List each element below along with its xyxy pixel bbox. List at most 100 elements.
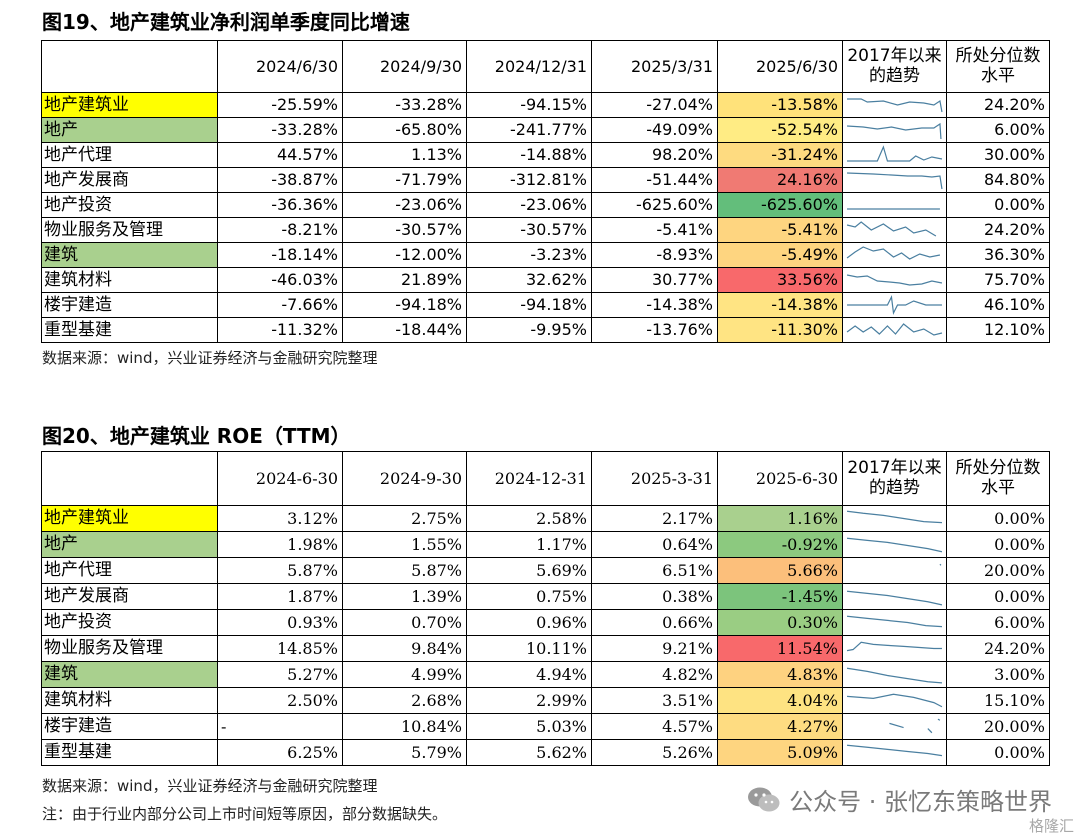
latest-value-cell: -14.38% [717, 292, 843, 318]
value-cell: -46.03% [217, 267, 343, 293]
value-cell: 98.20% [591, 142, 718, 168]
corner-logo: 格隆汇 [1028, 817, 1074, 835]
trend-sparkline [842, 117, 947, 143]
latest-value-cell: 4.04% [717, 687, 843, 714]
table-row: 建筑材料 -46.03% 21.89% 32.62% 30.77% 33.56% 75.70… [41, 267, 1050, 293]
trend-sparkline [842, 242, 947, 268]
row-label: 地产发展商 [41, 167, 218, 193]
value-cell: -94.15% [466, 92, 592, 118]
table-row: 地产代理 5.87% 5.87% 5.69% 6.51% 5.66% 20.00% [41, 557, 1050, 584]
row-label: 建筑材料 [41, 687, 218, 714]
sparkline-chart [846, 744, 943, 757]
value-cell: 10.84% [342, 713, 467, 740]
table-row: 地产发展商 -38.87% -71.79% -312.81% -51.44% 24.16%… [41, 167, 1050, 193]
value-cell: -12.00% [342, 242, 467, 268]
table-row: 物业服务及管理 14.85% 9.84% 10.11% 9.21% 11.54% 24.20… [41, 635, 1050, 662]
latest-value-cell: -11.30% [717, 317, 843, 343]
percentile-cell: 36.30% [946, 242, 1050, 268]
value-cell: -241.77% [466, 117, 592, 143]
value-cell: -7.66% [217, 292, 343, 318]
trend-sparkline [842, 635, 947, 662]
source-note: 数据来源：wind，兴业证券经济与金融研究院整理 [42, 349, 378, 367]
value-cell: 30.77% [591, 267, 718, 293]
percentile-cell: 0.00% [946, 192, 1050, 218]
sparkline-chart [847, 98, 943, 113]
value-cell: -51.44% [591, 167, 718, 193]
latest-value-cell: 4.27% [717, 713, 843, 740]
value-cell: -49.09% [591, 117, 718, 143]
column-header: 2024-12-31 [466, 451, 592, 506]
column-header: 2025-3-31 [591, 451, 718, 506]
trend-sparkline [842, 142, 947, 168]
sparkline-chart [846, 590, 943, 606]
sparkline-chart [847, 145, 943, 162]
trend-sparkline [842, 217, 947, 243]
percentile-cell: 0.00% [946, 583, 1050, 610]
value-cell: 2.68% [342, 687, 467, 714]
column-header: 2024-9-30 [342, 451, 467, 506]
table-row: 地产投资 -36.36% -23.06% -23.06% -625.60% -625.60… [41, 192, 1050, 218]
value-cell: 2.17% [591, 505, 718, 532]
value-cell: 4.99% [342, 661, 467, 688]
latest-value-cell: 5.09% [717, 739, 843, 766]
trend-sparkline [842, 687, 947, 714]
sparkline-chart [846, 667, 943, 684]
table-row: 建筑 -18.14% -12.00% -3.23% -8.93% -5.49% 36.30% [41, 242, 1050, 268]
value-cell: -30.57% [466, 217, 592, 243]
value-cell: -65.80% [342, 117, 467, 143]
column-header: 2025/6/30 [717, 40, 843, 93]
percentile-cell: 12.10% [946, 317, 1050, 343]
value-cell: 14.85% [217, 635, 343, 662]
trend-sparkline [842, 192, 947, 218]
value-cell: 5.03% [466, 713, 592, 740]
row-label: 地产建筑业 [41, 92, 218, 118]
value-cell: -8.21% [217, 217, 343, 243]
value-cell: 1.87% [217, 583, 343, 610]
row-label: 物业服务及管理 [41, 635, 218, 662]
value-cell: 0.93% [217, 609, 343, 636]
sparkline-chart [847, 294, 942, 316]
row-label: 地产投资 [41, 609, 218, 636]
sparkline-chart [889, 718, 941, 734]
sparkline-chart [846, 221, 937, 237]
trend-sparkline [842, 317, 947, 343]
percentile-header: 所处分位数水平 [946, 40, 1050, 93]
value-cell: -625.60% [591, 192, 718, 218]
column-header: 2025-6-30 [717, 451, 843, 506]
latest-value-cell: 1.16% [717, 505, 843, 532]
value-cell: -3.23% [466, 242, 592, 268]
table-row: 物业服务及管理 -8.21% -30.57% -30.57% -5.41% -5.41% 2… [41, 217, 1050, 243]
column-header: 2024-6-30 [217, 451, 343, 506]
percentile-cell: 0.00% [946, 505, 1050, 532]
trend-sparkline [842, 557, 947, 584]
trend-sparkline [842, 583, 947, 610]
column-header: 2024/12/31 [466, 40, 592, 93]
percentile-cell: 24.20% [946, 217, 1050, 243]
value-cell: 9.84% [342, 635, 467, 662]
trend-sparkline [842, 661, 947, 688]
value-cell: -71.79% [342, 167, 467, 193]
sparkline-chart [939, 563, 942, 566]
header-corner [41, 451, 218, 506]
table-row: 重型基建 6.25% 5.79% 5.62% 5.26% 5.09% 0.00% [41, 739, 1050, 766]
value-cell: 0.70% [342, 609, 467, 636]
value-cell: 6.51% [591, 557, 718, 584]
value-cell: -38.87% [217, 167, 343, 193]
percentile-cell: 0.00% [946, 739, 1050, 766]
value-cell: -312.81% [466, 167, 592, 193]
value-cell: 5.87% [342, 557, 467, 584]
value-cell: -18.44% [342, 317, 467, 343]
percentile-cell: 15.10% [946, 687, 1050, 714]
latest-value-cell: -52.54% [717, 117, 843, 143]
table-row: 地产代理 44.57% 1.13% -14.88% 98.20% -31.24% 30.00… [41, 142, 1050, 168]
value-cell: -94.18% [342, 292, 467, 318]
value-cell: 0.38% [591, 583, 718, 610]
table-fig19: 2024/6/30 2024/9/30 2024/12/31 2025/3/31… [41, 40, 1050, 343]
trend-sparkline [842, 609, 947, 636]
wechat-icon [748, 787, 780, 811]
value-cell: 1.17% [466, 531, 592, 558]
value-cell: -8.93% [591, 242, 718, 268]
row-label: 重型基建 [41, 317, 218, 343]
table-fig20: 2024-6-30 2024-9-30 2024-12-31 2025-3-31… [41, 451, 1050, 766]
value-cell: 32.62% [466, 267, 592, 293]
